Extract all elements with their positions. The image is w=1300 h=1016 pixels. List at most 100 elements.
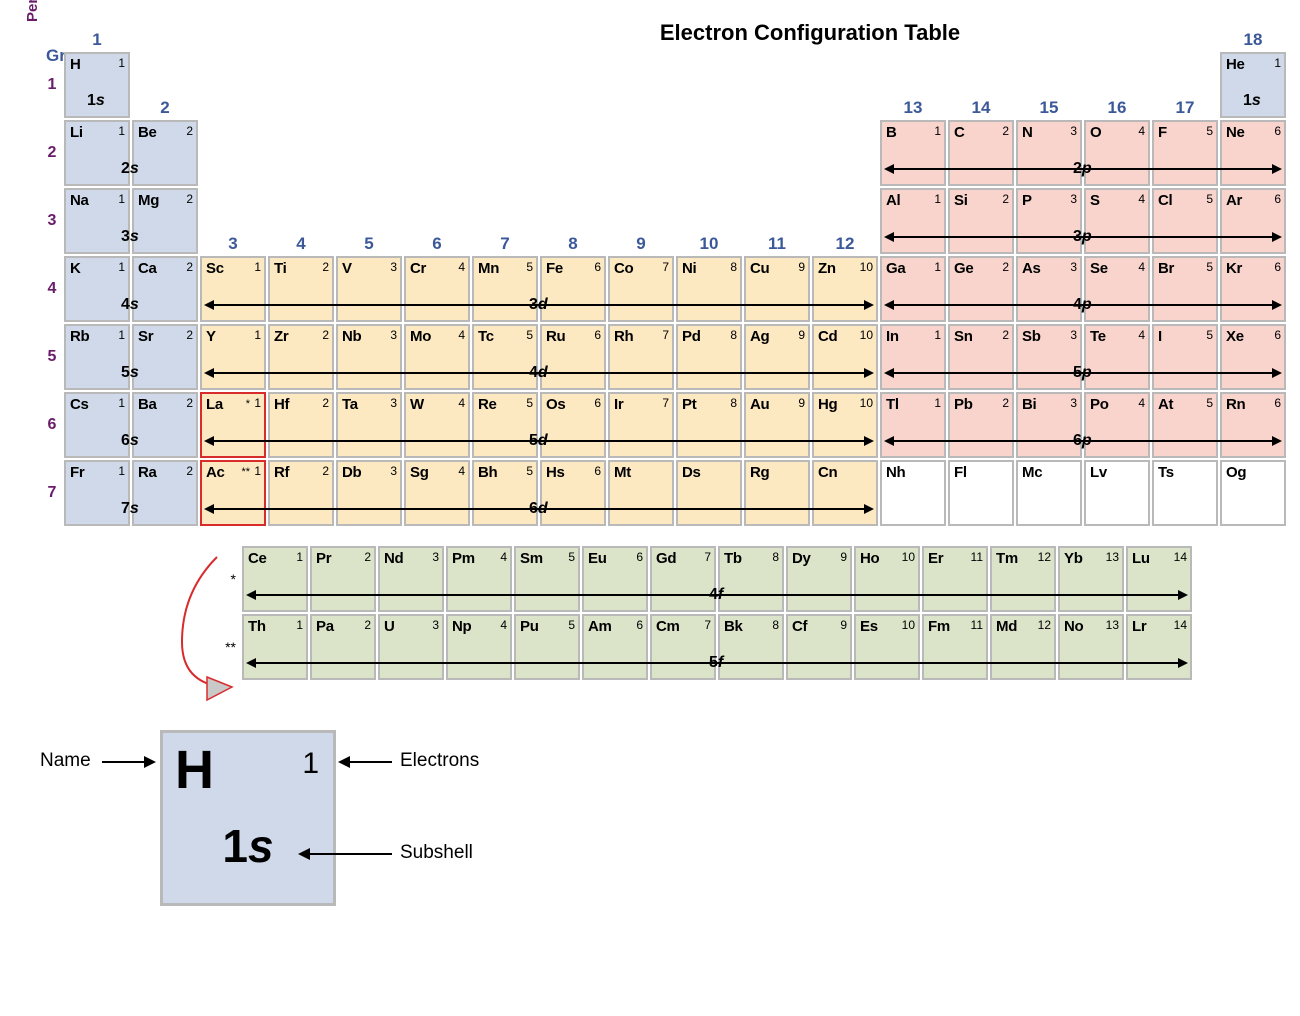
element-Yb: Yb13	[1058, 546, 1124, 612]
element-Os: Os6	[540, 392, 606, 458]
element-Er: Er11	[922, 546, 988, 612]
element-C: C2	[948, 120, 1014, 186]
period-7: 7	[42, 460, 62, 526]
element-N: N3	[1016, 120, 1082, 186]
legend-cell: H 1 1s	[160, 730, 336, 906]
element-Pt: Pt8	[676, 392, 742, 458]
periodic-table: Period Group 1234567H1He1Li1Be2B1C2N3O4F…	[42, 52, 1280, 680]
group-6: 6	[404, 234, 470, 256]
legend-subshell: 1s	[163, 819, 333, 873]
element-Mo: Mo4	[404, 324, 470, 390]
chart-title: Electron Configuration Table	[340, 20, 1280, 46]
group-15: 15	[1016, 98, 1082, 120]
element-Pm: Pm4	[446, 546, 512, 612]
element-Mn: Mn5	[472, 256, 538, 322]
element-Nb: Nb3	[336, 324, 402, 390]
element-Rh: Rh7	[608, 324, 674, 390]
element-Sr: Sr2	[132, 324, 198, 390]
element-Ds: Ds	[676, 460, 742, 526]
group-7: 7	[472, 234, 538, 256]
element-Hs: Hs6	[540, 460, 606, 526]
element-Ta: Ta3	[336, 392, 402, 458]
legend-label-subshell: Subshell	[400, 842, 473, 864]
element-Ac: Ac1**	[200, 460, 266, 526]
element-Ti: Ti2	[268, 256, 334, 322]
element-Lr: Lr14	[1126, 614, 1192, 680]
group-4: 4	[268, 234, 334, 256]
period-axis-label: Period	[24, 0, 41, 22]
element-Nd: Nd3	[378, 546, 444, 612]
group-16: 16	[1084, 98, 1150, 120]
legend: H 1 1s Name Electrons Subshell	[40, 730, 1280, 930]
arrow-icon	[340, 761, 392, 763]
element-Ru: Ru6	[540, 324, 606, 390]
element-Tc: Tc5	[472, 324, 538, 390]
element-Zn: Zn10	[812, 256, 878, 322]
legend-symbol: H	[175, 739, 214, 801]
element-Db: Db3	[336, 460, 402, 526]
element-Np: Np4	[446, 614, 512, 680]
period-6: 6	[42, 392, 62, 458]
element-Zr: Zr2	[268, 324, 334, 390]
element-Mt: Mt	[608, 460, 674, 526]
group-14: 14	[948, 98, 1014, 120]
element-I: I5	[1152, 324, 1218, 390]
element-Ga: Ga1	[880, 256, 946, 322]
element-Fe: Fe6	[540, 256, 606, 322]
element-P: P3	[1016, 188, 1082, 254]
element-Pa: Pa2	[310, 614, 376, 680]
group-13: 13	[880, 98, 946, 120]
element-He: He1	[1220, 52, 1286, 118]
element-Co: Co7	[608, 256, 674, 322]
legend-label-name: Name	[40, 750, 91, 772]
element-Nh: Nh	[880, 460, 946, 526]
element-O: O4	[1084, 120, 1150, 186]
f-marker-lan: *	[220, 546, 240, 612]
arrow-icon	[300, 853, 392, 855]
element-Fr: Fr1	[64, 460, 130, 526]
group-12: 12	[812, 234, 878, 256]
element-At: At5	[1152, 392, 1218, 458]
element-Cr: Cr4	[404, 256, 470, 322]
element-No: No13	[1058, 614, 1124, 680]
element-Pd: Pd8	[676, 324, 742, 390]
group-17: 17	[1152, 98, 1218, 120]
element-Lu: Lu14	[1126, 546, 1192, 612]
element-Na: Na1	[64, 188, 130, 254]
element-Og: Og	[1220, 460, 1286, 526]
element-Bk: Bk8	[718, 614, 784, 680]
element-Rb: Rb1	[64, 324, 130, 390]
element-Fm: Fm11	[922, 614, 988, 680]
element-S: S4	[1084, 188, 1150, 254]
element-Cm: Cm7	[650, 614, 716, 680]
element-La: La1*	[200, 392, 266, 458]
element-Sn: Sn2	[948, 324, 1014, 390]
element-U: U3	[378, 614, 444, 680]
element-Pb: Pb2	[948, 392, 1014, 458]
element-Ar: Ar6	[1220, 188, 1286, 254]
arrow-icon	[102, 761, 154, 763]
group-10: 10	[676, 234, 742, 256]
period-2: 2	[42, 120, 62, 186]
group-9: 9	[608, 234, 674, 256]
f-marker-act: **	[220, 614, 240, 680]
element-Eu: Eu6	[582, 546, 648, 612]
group-1: 1	[64, 30, 130, 52]
element-Am: Am6	[582, 614, 648, 680]
element-Be: Be2	[132, 120, 198, 186]
element-As: As3	[1016, 256, 1082, 322]
element-Hg: Hg10	[812, 392, 878, 458]
element-Dy: Dy9	[786, 546, 852, 612]
group-11: 11	[744, 234, 810, 256]
group-5: 5	[336, 234, 402, 256]
element-Rn: Rn6	[1220, 392, 1286, 458]
element-Cu: Cu9	[744, 256, 810, 322]
element-Rf: Rf2	[268, 460, 334, 526]
element-Cf: Cf9	[786, 614, 852, 680]
element-In: In1	[880, 324, 946, 390]
element-Ts: Ts	[1152, 460, 1218, 526]
element-Cd: Cd10	[812, 324, 878, 390]
element-Mc: Mc	[1016, 460, 1082, 526]
element-Si: Si2	[948, 188, 1014, 254]
element-Ni: Ni8	[676, 256, 742, 322]
